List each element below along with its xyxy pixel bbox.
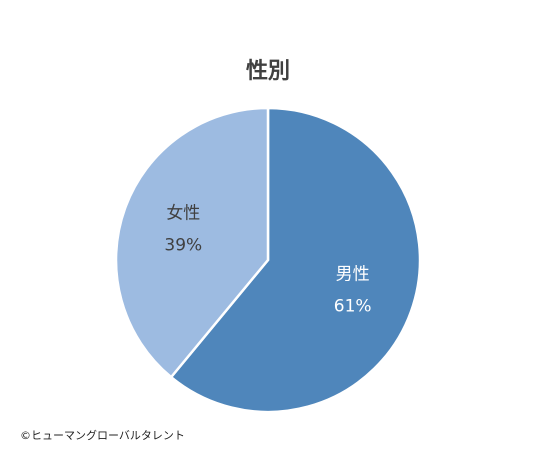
source-note: ©ヒューマングローバルタレント <box>20 428 185 442</box>
slice-category-label: 女性 <box>166 204 200 224</box>
chart-title: 性別 <box>246 59 290 84</box>
slice-value-label: 61% <box>334 296 372 316</box>
slice-value-label: 39% <box>164 236 202 256</box>
pie-slice <box>114 106 270 379</box>
pie-slice <box>169 106 422 414</box>
slice-category-label: 男性 <box>336 264 370 284</box>
